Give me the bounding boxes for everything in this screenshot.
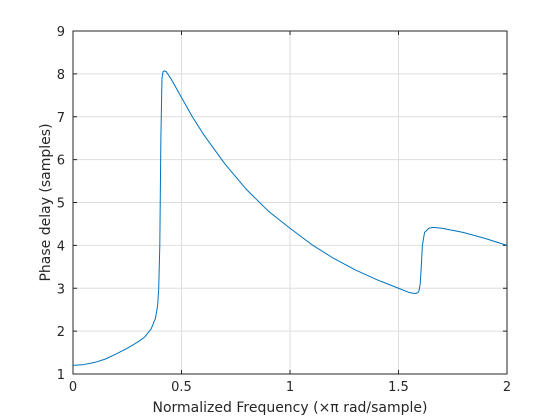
x-tick-label: 0: [69, 380, 77, 395]
y-tick-label: 4: [57, 239, 65, 254]
series-group: [72, 70, 508, 366]
tick-labels: 0 0.5 1 1.5 2 1 2 3 4 5 6 7 8 9: [57, 25, 511, 395]
x-axis-label: Normalized Frequency (×π rad/sample): [153, 400, 428, 416]
y-tick-label: 3: [57, 282, 65, 297]
grid: [72, 30, 508, 375]
y-axis-label: Phase delay (samples): [38, 123, 54, 281]
y-tick-label: 2: [57, 325, 65, 340]
y-tick-label: 6: [57, 154, 65, 169]
y-tick-label: 7: [57, 111, 65, 126]
y-tick-label: 5: [57, 197, 65, 212]
x-tick-label: 1.5: [388, 380, 409, 395]
x-tick-label: 2: [503, 380, 511, 395]
x-tick-label: 1: [286, 380, 294, 395]
phase-delay-line: [72, 70, 508, 366]
y-tick-label: 9: [57, 25, 65, 40]
axis-ticks: [72, 30, 508, 375]
y-tick-label: 8: [57, 68, 65, 83]
y-tick-label: 1: [57, 368, 65, 383]
x-tick-label: 0.5: [171, 380, 192, 395]
